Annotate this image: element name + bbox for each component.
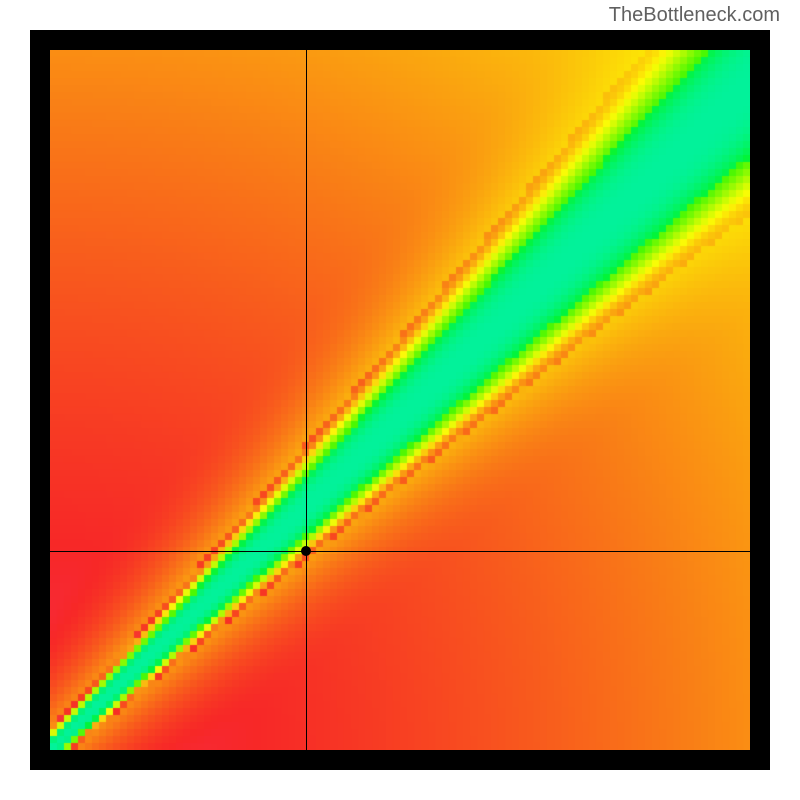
crosshair-horizontal (50, 551, 750, 552)
heatmap-area (50, 50, 750, 750)
chart-frame (30, 30, 770, 770)
chart-container: TheBottleneck.com (0, 0, 800, 800)
data-point-marker (301, 546, 311, 556)
crosshair-vertical (306, 50, 307, 750)
heatmap-canvas (50, 50, 750, 750)
watermark-text: TheBottleneck.com (609, 4, 780, 27)
